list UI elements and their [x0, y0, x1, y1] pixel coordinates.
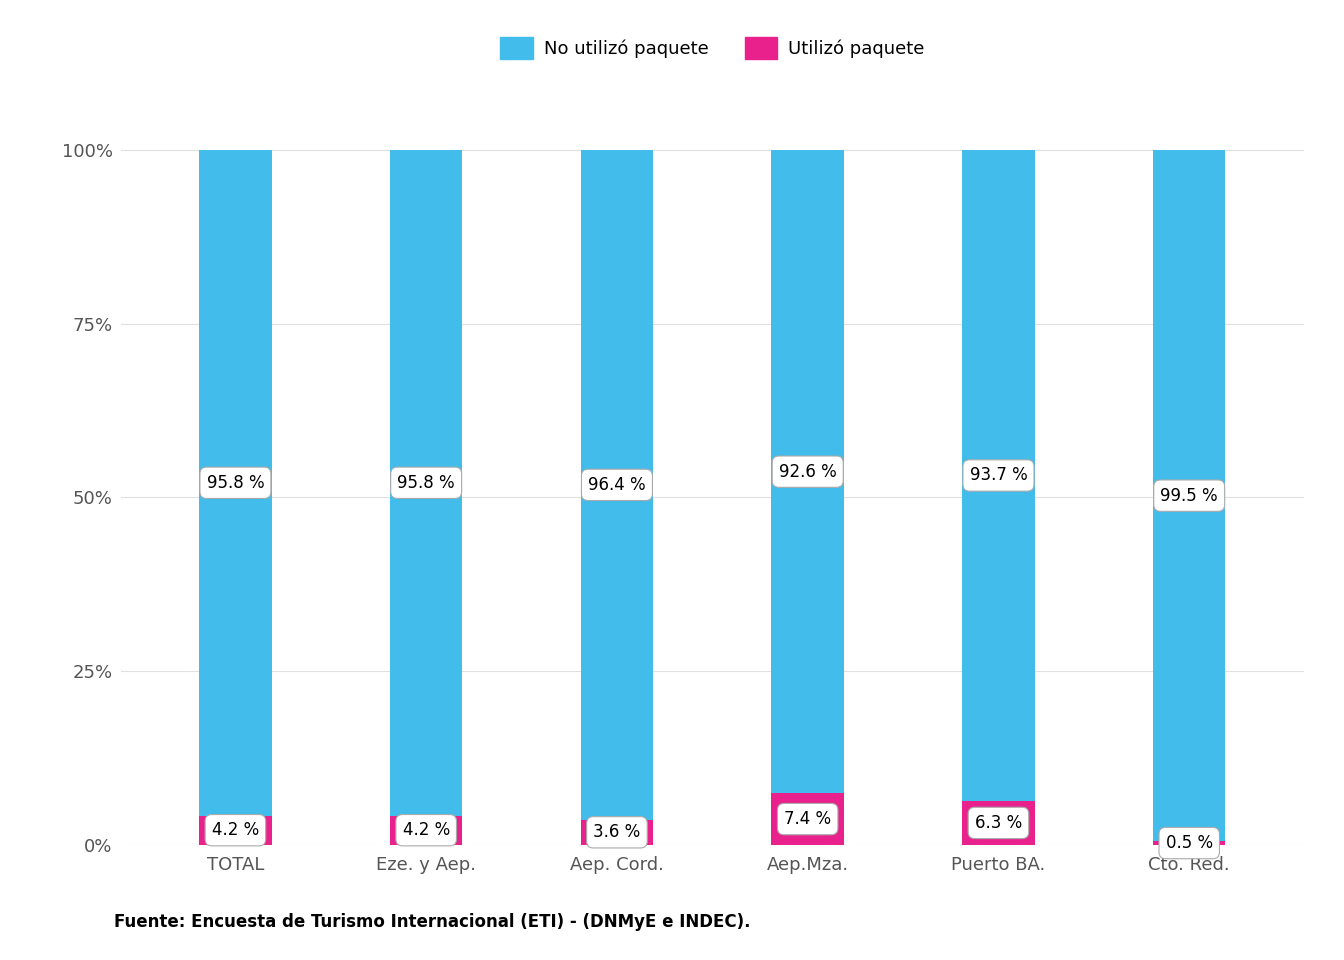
- Bar: [581, 150, 653, 820]
- Bar: [581, 820, 653, 845]
- Bar: [199, 150, 271, 816]
- Text: 4.2 %: 4.2 %: [212, 821, 259, 839]
- Text: 0.5 %: 0.5 %: [1165, 834, 1212, 852]
- Text: 3.6 %: 3.6 %: [593, 824, 641, 841]
- Text: 7.4 %: 7.4 %: [784, 810, 831, 828]
- Bar: [771, 793, 844, 845]
- Text: 93.7 %: 93.7 %: [969, 467, 1027, 485]
- Bar: [962, 150, 1035, 801]
- Text: 6.3 %: 6.3 %: [974, 814, 1021, 832]
- Text: Fuente: Encuesta de Turismo Internacional (ETI) - (DNMyE e INDEC).: Fuente: Encuesta de Turismo Internaciona…: [114, 913, 751, 931]
- Bar: [771, 150, 844, 793]
- Text: 95.8 %: 95.8 %: [398, 474, 456, 492]
- Text: 96.4 %: 96.4 %: [589, 476, 645, 493]
- Bar: [1153, 841, 1226, 845]
- Text: 99.5 %: 99.5 %: [1160, 487, 1218, 505]
- Bar: [199, 816, 271, 845]
- Legend: No utilizó paquete, Utilizó paquete: No utilizó paquete, Utilizó paquete: [493, 30, 931, 66]
- Text: 95.8 %: 95.8 %: [207, 474, 265, 492]
- Bar: [390, 150, 462, 816]
- Text: 4.2 %: 4.2 %: [403, 821, 450, 839]
- Bar: [1153, 150, 1226, 841]
- Text: 92.6 %: 92.6 %: [778, 463, 836, 481]
- Bar: [962, 801, 1035, 845]
- Bar: [390, 816, 462, 845]
